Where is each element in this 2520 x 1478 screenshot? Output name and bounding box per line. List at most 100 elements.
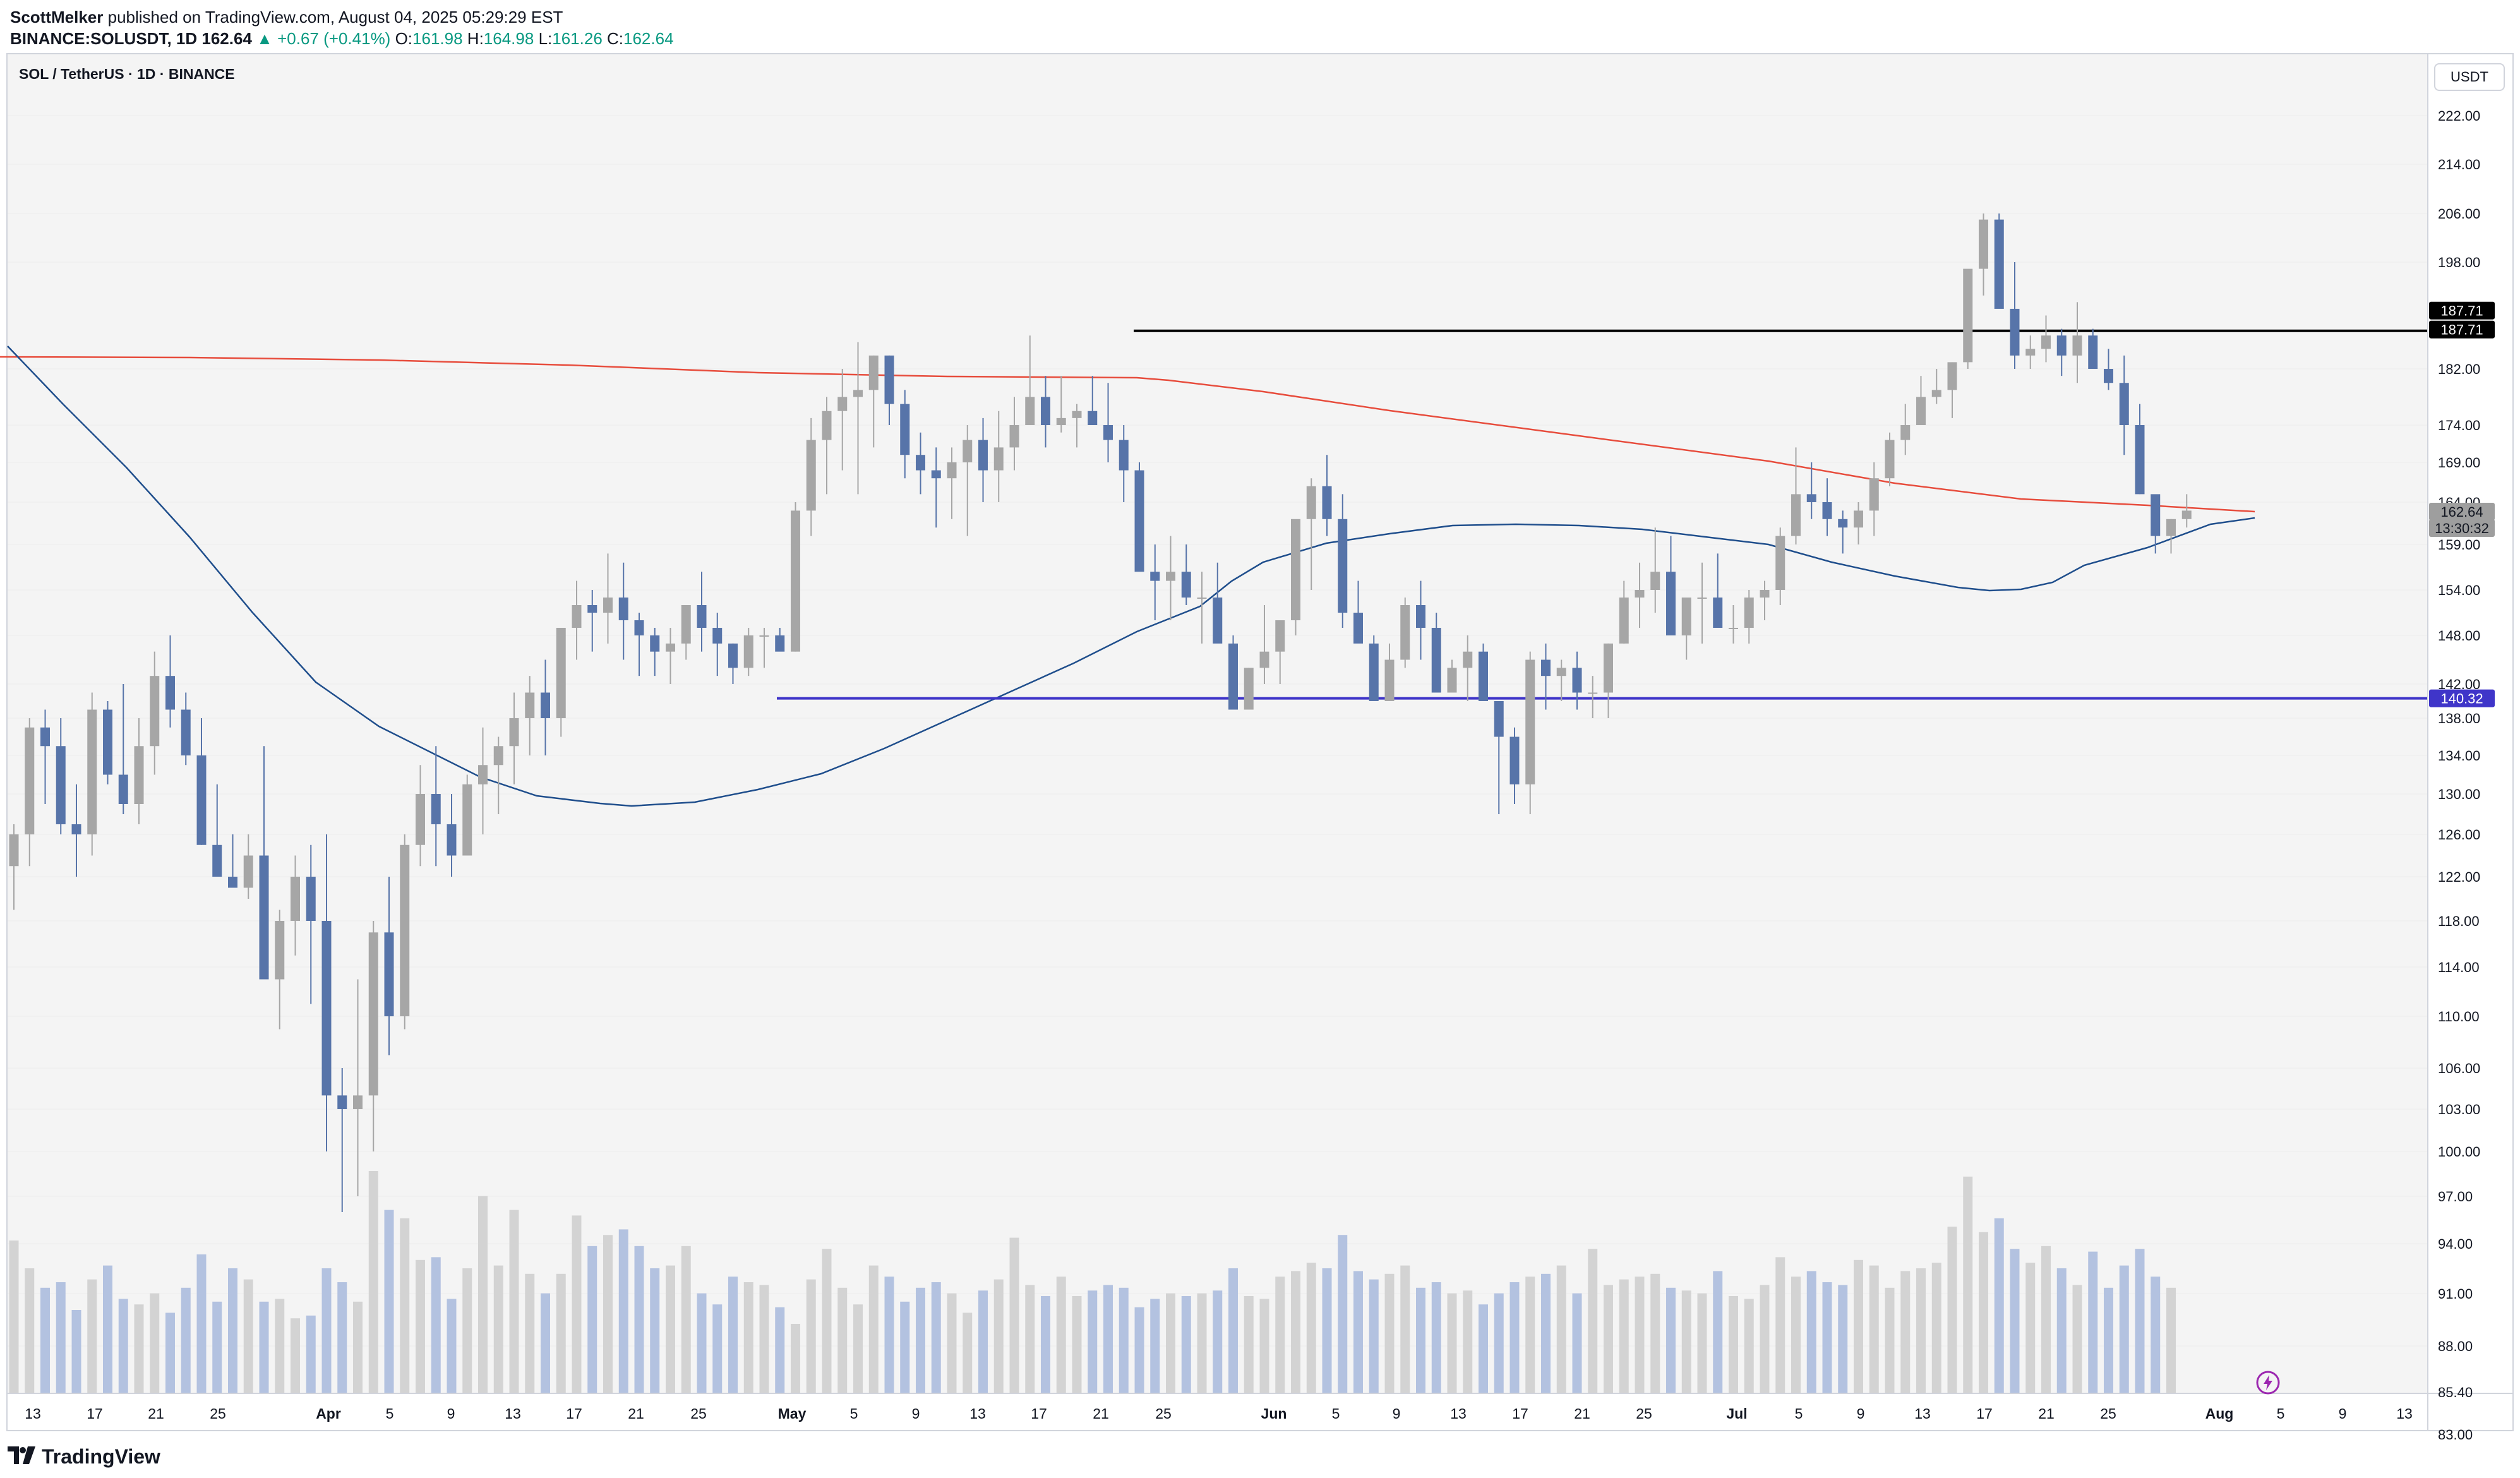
time-tick-label: Jul: [1726, 1405, 1747, 1422]
candle-body: [650, 635, 660, 652]
price-axis[interactable]: 222.00 214.00 206.00 198.00 182.00 174.00 169.…: [2438, 108, 2480, 1443]
candle-body: [2025, 349, 2036, 356]
candle-body: [1494, 701, 1504, 737]
candle-body: [1306, 486, 1316, 519]
time-tick-label: Apr: [316, 1405, 341, 1422]
candle-body: [963, 440, 973, 462]
candle-body: [1213, 598, 1223, 644]
candle-body: [196, 755, 207, 845]
volume-bar: [2151, 1277, 2161, 1393]
candle-body: [2166, 519, 2176, 536]
candle-body: [1681, 598, 1691, 635]
time-tick-label: 25: [210, 1405, 226, 1422]
volume-bar: [806, 1279, 816, 1393]
candle-body: [243, 855, 253, 888]
volume-bar: [525, 1273, 535, 1393]
volume-bar: [1259, 1299, 1269, 1393]
candle-body: [728, 643, 738, 668]
candle-body: [1916, 397, 1926, 425]
candle-body: [212, 844, 222, 877]
volume-bar: [1338, 1235, 1348, 1393]
volume-bar: [791, 1324, 800, 1393]
time-tick-label: 5: [850, 1405, 858, 1422]
candle-body: [1416, 605, 1425, 628]
candle-body: [431, 794, 441, 824]
candle-body: [666, 643, 675, 652]
volume-bar: [1134, 1307, 1144, 1393]
price-tick-label: 103.00: [2438, 1102, 2480, 1117]
volume-bar: [1119, 1287, 1129, 1393]
publisher-line: ScottMelker published on TradingView.com…: [10, 8, 563, 27]
open-value: 161.98: [412, 29, 463, 48]
volume-bar: [134, 1304, 144, 1393]
volume-bar: [1525, 1277, 1535, 1393]
candlesticks[interactable]: [9, 213, 2192, 1212]
price-tick-label: 154.00: [2438, 582, 2480, 598]
price-tick-label: 106.00: [2438, 1060, 2480, 1076]
time-axis[interactable]: 13 17 21 25 Apr 5 9 13 17 21 25 May 5 9 13 17 21 25 Jun 5 9 1…: [25, 1405, 2413, 1422]
currency-button[interactable]: USDT: [2434, 63, 2505, 91]
price-tick-label: 222.00: [2438, 108, 2480, 124]
tradingview-wordmark[interactable]: TradingView: [42, 1445, 160, 1468]
candle-body: [1041, 397, 1050, 425]
volume-bar: [1088, 1290, 1098, 1393]
publisher-name[interactable]: ScottMelker: [10, 8, 104, 27]
volume-bar: [1228, 1268, 1238, 1393]
time-tick-label: 9: [1393, 1405, 1401, 1422]
volume-bar: [291, 1318, 300, 1393]
volume-bar: [1650, 1273, 1660, 1393]
volume-bar: [165, 1313, 175, 1393]
candle-body: [916, 455, 925, 471]
volume-bar: [56, 1282, 66, 1393]
volume-bar: [337, 1282, 347, 1393]
price-tick-label: 169.00: [2438, 455, 2480, 471]
candle-body: [697, 605, 707, 628]
lightning-icon[interactable]: [2255, 1369, 2281, 1396]
horizontal-levels[interactable]: [777, 329, 2428, 700]
candle-body: [587, 605, 597, 613]
volume-bar: [884, 1277, 894, 1393]
candle-body: [71, 824, 81, 834]
time-tick-label: 17: [566, 1405, 582, 1422]
candle-body: [1291, 519, 1300, 620]
volume-bar: [837, 1287, 848, 1393]
candle-body: [1729, 628, 1738, 629]
volume-bar: [1869, 1265, 1879, 1393]
candle-body: [478, 765, 488, 784]
price-tick-label: 159.00: [2438, 537, 2480, 553]
ma-slow-line: [0, 356, 2255, 513]
price-tick-label: 174.00: [2438, 418, 2480, 433]
chart-symbol-title[interactable]: SOL / TetherUS · 1D · BINANCE: [19, 66, 235, 82]
time-tick-label: 17: [1512, 1405, 1528, 1422]
candle-body: [1525, 659, 1535, 784]
candle-body: [2151, 494, 2161, 536]
candle-body: [275, 921, 285, 980]
volume-bar: [1197, 1293, 1207, 1393]
volume-bar: [1322, 1268, 1332, 1393]
candle-body: [1947, 362, 1957, 390]
volume-bar: [1384, 1273, 1395, 1393]
volume-bar: [947, 1293, 957, 1393]
volume-bar: [1150, 1299, 1160, 1393]
time-tick-label: Jun: [1261, 1405, 1287, 1422]
candle-body: [1509, 736, 1520, 784]
resistance-price-badge: 187.71: [2440, 303, 2483, 319]
volume-bar: [1572, 1293, 1582, 1393]
volume-bar: [368, 1171, 378, 1393]
candle-body: [1322, 486, 1332, 519]
volume-bar: [2135, 1249, 2145, 1393]
support-price-badge-bg: [2429, 689, 2495, 707]
candle-body: [1181, 572, 1191, 598]
volume-bar: [1306, 1263, 1316, 1393]
candle-body: [150, 676, 160, 747]
candle-body: [2119, 383, 2129, 425]
time-tick-label: 13: [1914, 1405, 1931, 1422]
support-price-badge: 140.32: [2440, 691, 2483, 707]
volume-bar: [1056, 1277, 1066, 1393]
time-tick-label: 25: [1155, 1405, 1172, 1422]
candle-body: [993, 447, 1004, 471]
candle-body: [884, 355, 894, 404]
candle-body: [1166, 572, 1175, 581]
